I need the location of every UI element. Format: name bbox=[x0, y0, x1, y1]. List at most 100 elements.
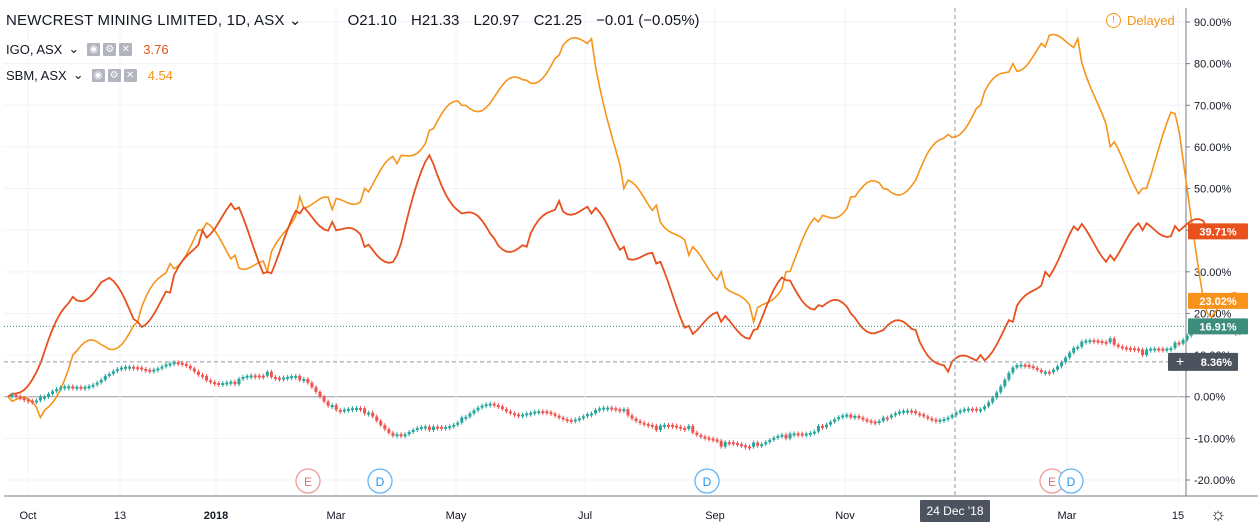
candle bbox=[1027, 365, 1031, 368]
candle bbox=[310, 382, 314, 388]
candle bbox=[452, 424, 456, 427]
x-tick-label: Mar bbox=[1058, 510, 1077, 522]
candle bbox=[59, 387, 63, 390]
candle bbox=[687, 425, 691, 430]
candle bbox=[577, 418, 581, 421]
candle bbox=[298, 375, 302, 381]
compare-value-igo: 3.76 bbox=[143, 41, 169, 57]
gear-icon[interactable]: ⚙ bbox=[103, 42, 117, 56]
candle bbox=[1047, 371, 1051, 374]
candle bbox=[302, 379, 306, 382]
close-icon[interactable]: ✕ bbox=[119, 42, 133, 56]
candle bbox=[395, 434, 399, 437]
candle bbox=[820, 425, 824, 428]
candle bbox=[987, 402, 991, 407]
candle bbox=[764, 442, 768, 445]
delayed-label: Delayed bbox=[1127, 13, 1175, 28]
eye-icon[interactable]: ◉ bbox=[87, 42, 101, 56]
candle bbox=[1177, 342, 1181, 345]
crosshair-value-bg bbox=[1168, 352, 1238, 371]
x-tick-label: Jul bbox=[578, 510, 592, 522]
candle bbox=[602, 407, 606, 410]
candle bbox=[423, 426, 427, 429]
candle bbox=[156, 368, 160, 371]
candle bbox=[342, 409, 346, 412]
candle bbox=[273, 376, 277, 379]
candle bbox=[34, 400, 38, 403]
candle bbox=[772, 437, 776, 440]
candle bbox=[808, 432, 812, 435]
candle bbox=[845, 414, 849, 417]
candle bbox=[553, 413, 557, 416]
candle bbox=[699, 434, 703, 437]
close-icon[interactable]: ✕ bbox=[123, 68, 137, 82]
candle bbox=[496, 405, 500, 408]
candle bbox=[796, 433, 800, 436]
candle bbox=[529, 412, 533, 415]
eye-icon[interactable]: ◉ bbox=[91, 68, 105, 82]
candle bbox=[622, 409, 626, 412]
candle bbox=[776, 435, 780, 438]
candle bbox=[217, 383, 221, 386]
price-label-bg bbox=[1188, 223, 1248, 240]
candle bbox=[857, 415, 861, 418]
candle bbox=[630, 415, 634, 419]
candle bbox=[456, 422, 460, 425]
event-marker-label: D bbox=[1067, 475, 1076, 489]
candle bbox=[103, 375, 107, 380]
candle bbox=[119, 367, 123, 370]
chart-header: NEWCREST MINING LIMITED, 1D, ASX ⌄ O21.1… bbox=[6, 11, 710, 29]
ohlc-readout: O21.10 H21.33 L20.97 C21.25 −0.01 (−0.05… bbox=[348, 12, 710, 29]
candle bbox=[436, 426, 440, 429]
candle bbox=[873, 421, 877, 424]
candle bbox=[18, 396, 22, 399]
candle bbox=[427, 426, 431, 431]
price-label-bg bbox=[1188, 318, 1248, 335]
candle bbox=[237, 378, 241, 385]
candle bbox=[606, 407, 610, 410]
candle bbox=[849, 414, 853, 418]
crosshair-date-bg bbox=[920, 500, 990, 522]
candle bbox=[804, 433, 808, 436]
candle bbox=[646, 423, 650, 426]
chevron-down-icon[interactable]: ⌄ bbox=[72, 67, 84, 82]
candle bbox=[1149, 348, 1153, 351]
x-tick-label: 15 bbox=[1172, 510, 1184, 522]
candle bbox=[282, 377, 286, 380]
settings-gear-icon[interactable]: ☼ bbox=[1209, 504, 1227, 524]
candle bbox=[330, 405, 334, 408]
compare-symbol-sbm[interactable]: SBM, ASX bbox=[6, 67, 67, 83]
candle bbox=[492, 403, 496, 406]
candle bbox=[265, 371, 269, 376]
candle bbox=[383, 425, 387, 430]
candle bbox=[245, 375, 249, 378]
candle bbox=[731, 442, 735, 445]
candle bbox=[314, 387, 318, 392]
candle bbox=[788, 433, 792, 439]
candle bbox=[869, 420, 873, 423]
compare-symbol-igo[interactable]: IGO, ASX bbox=[6, 41, 63, 57]
price-label: 16.91% bbox=[1199, 321, 1237, 333]
candle bbox=[950, 415, 954, 418]
candle bbox=[472, 410, 476, 414]
candle bbox=[192, 368, 196, 372]
candle bbox=[521, 414, 525, 417]
x-tick-label: Nov bbox=[835, 510, 855, 522]
candle bbox=[484, 404, 488, 407]
candle bbox=[508, 411, 512, 414]
candle bbox=[480, 405, 484, 408]
candle bbox=[1060, 362, 1064, 367]
candle bbox=[1096, 340, 1100, 343]
chevron-down-icon[interactable]: ⌄ bbox=[288, 12, 302, 29]
candle bbox=[768, 439, 772, 443]
delayed-badge[interactable]: ! Delayed bbox=[1106, 13, 1175, 28]
candle bbox=[703, 436, 707, 439]
chevron-down-icon[interactable]: ⌄ bbox=[68, 41, 80, 56]
gear-icon[interactable]: ⚙ bbox=[107, 68, 121, 82]
candle bbox=[922, 414, 926, 417]
compare-value-sbm: 4.54 bbox=[147, 67, 173, 83]
candle bbox=[504, 409, 508, 412]
symbol-title[interactable]: NEWCREST MINING LIMITED, 1D, ASX bbox=[6, 12, 285, 29]
candle bbox=[172, 362, 176, 365]
